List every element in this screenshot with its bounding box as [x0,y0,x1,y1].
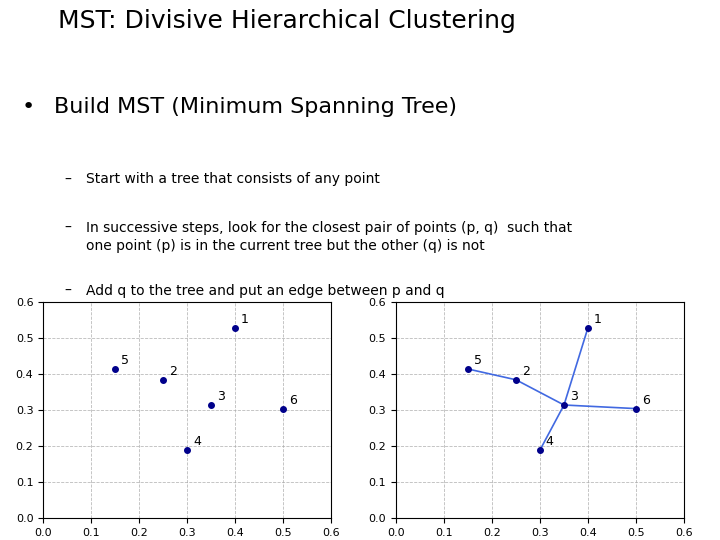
Text: –: – [65,221,72,235]
Text: 2: 2 [169,365,177,378]
Text: –: – [65,172,72,186]
Text: 1: 1 [241,313,249,326]
Text: Start with a tree that consists of any point: Start with a tree that consists of any p… [86,172,380,186]
Text: –: – [65,284,72,298]
Text: 6: 6 [289,394,297,407]
Text: 4: 4 [546,435,554,448]
Text: 5: 5 [474,354,482,367]
Text: 3: 3 [570,390,577,403]
Text: 4: 4 [193,435,201,448]
Text: 6: 6 [642,394,649,407]
Text: MST: Divisive Hierarchical Clustering: MST: Divisive Hierarchical Clustering [58,9,516,33]
Text: 2: 2 [522,365,530,378]
Text: 3: 3 [217,390,225,403]
Text: Add q to the tree and put an edge between p and q: Add q to the tree and put an edge betwee… [86,284,445,298]
Text: 1: 1 [594,313,602,326]
Text: Build MST (Minimum Spanning Tree): Build MST (Minimum Spanning Tree) [54,97,457,117]
Text: In successive steps, look for the closest pair of points (p, q)  such that
one p: In successive steps, look for the closes… [86,221,572,253]
Text: 5: 5 [121,354,129,367]
Text: •: • [22,97,35,117]
